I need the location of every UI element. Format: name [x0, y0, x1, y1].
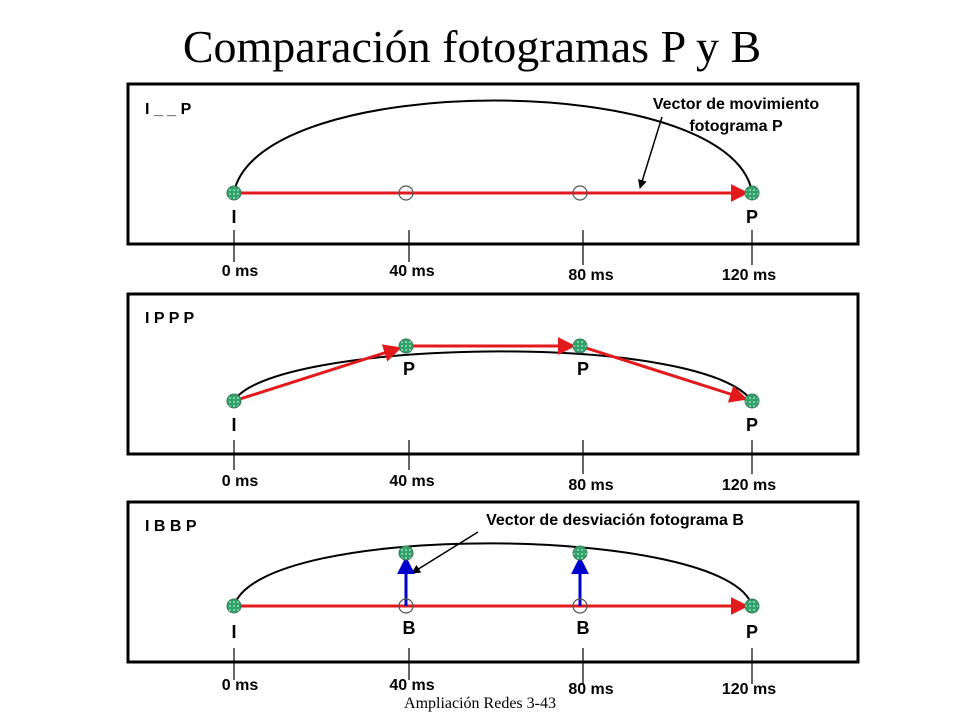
- panel-3: I B B P Vector de desviación fotograma B…: [126, 500, 860, 698]
- panel-1-frame-label-p: P: [746, 207, 758, 227]
- panel-3-timeline: 0 ms 40 ms 80 ms 120 ms: [222, 648, 776, 698]
- panel-2-vector-3: [585, 346, 748, 403]
- panel-1-node-empty-1: [398, 185, 414, 201]
- panel-2-node-p3: [744, 393, 760, 409]
- panel-2-frame-label-i: I: [231, 415, 236, 435]
- panel-2-frame-label-p2: P: [577, 359, 589, 379]
- panel-1-annotation-line1: Vector de movimiento: [653, 96, 819, 113]
- panel-2-node-i: [226, 393, 242, 409]
- panel-2-timeline: 0 ms 40 ms 80 ms 120 ms: [222, 440, 776, 494]
- panel-1-frame-label-i: I: [231, 207, 236, 227]
- panel-2-time-80: 80 ms: [568, 477, 613, 494]
- panel-2-vector-1: [239, 344, 402, 401]
- panel-3-annotation: Vector de desviación fotograma B: [486, 512, 744, 529]
- panel-3-frame: [126, 500, 860, 664]
- panel-3-sequence-label: I B B P: [145, 518, 197, 535]
- panel-3-node-p: [744, 598, 760, 614]
- panel-3-time-0: 0 ms: [222, 677, 259, 694]
- panel-1-node-empty-2: [572, 185, 588, 201]
- panel-2-arc: [233, 350, 753, 402]
- panel-1-node-i: [226, 185, 242, 201]
- panel-1-frame: [126, 82, 860, 246]
- panel-1-timeline: 0 ms 40 ms 80 ms 120 ms: [222, 230, 776, 284]
- panel-1-time-80: 80 ms: [568, 267, 613, 284]
- panel-2-frame: [126, 292, 860, 456]
- panel-3-node-b1: [398, 545, 414, 561]
- panel-3-frame-label-b1: B: [403, 618, 416, 638]
- panel-1-time-40: 40 ms: [389, 263, 434, 280]
- panel-3-frame-label-p: P: [746, 622, 758, 642]
- panel-3-arc: [233, 542, 753, 607]
- panel-2: I P P P I P P P 0 ms 40 ms 80 ms 120 ms: [126, 292, 860, 494]
- panel-3-time-120: 120 ms: [722, 681, 776, 698]
- panel-1-arc: [233, 99, 753, 193]
- panel-2-sequence-label: I P P P: [145, 310, 195, 327]
- panel-1-time-120: 120 ms: [722, 267, 776, 284]
- panel-3-frame-label-b2: B: [577, 618, 590, 638]
- slide-title: Comparación fotogramas P y B: [183, 21, 761, 72]
- panel-3-node-b1-base: [398, 598, 414, 614]
- panel-3-node-b2-base: [572, 598, 588, 614]
- panel-2-node-p2: [572, 338, 588, 354]
- panel-2-time-0: 0 ms: [222, 473, 259, 490]
- panel-3-node-b2: [572, 545, 588, 561]
- panel-1-annotation-arrow: [638, 116, 663, 189]
- slide-footer: Ampliación Redes 3-43: [404, 695, 556, 712]
- panel-1-node-p: [744, 185, 760, 201]
- panel-3-time-80: 80 ms: [568, 681, 613, 698]
- panel-2-time-40: 40 ms: [389, 473, 434, 490]
- panel-1-annotation-line2: fotograma P: [689, 118, 783, 135]
- panel-2-frame-label-p3: P: [746, 415, 758, 435]
- panel-2-frame-label-p1: P: [403, 359, 415, 379]
- panel-3-frame-label-i: I: [231, 622, 236, 642]
- panel-1-sequence-label: I _ _ P: [145, 101, 192, 118]
- panel-2-time-120: 120 ms: [722, 477, 776, 494]
- panel-2-node-p1: [398, 338, 414, 354]
- panel-1-time-0: 0 ms: [222, 263, 259, 280]
- panel-1: I _ _ P Vector de movimiento fotograma P…: [126, 82, 860, 284]
- panel-3-annotation-arrow: [411, 531, 479, 574]
- panel-3-node-i: [226, 598, 242, 614]
- panel-3-time-40: 40 ms: [389, 677, 434, 694]
